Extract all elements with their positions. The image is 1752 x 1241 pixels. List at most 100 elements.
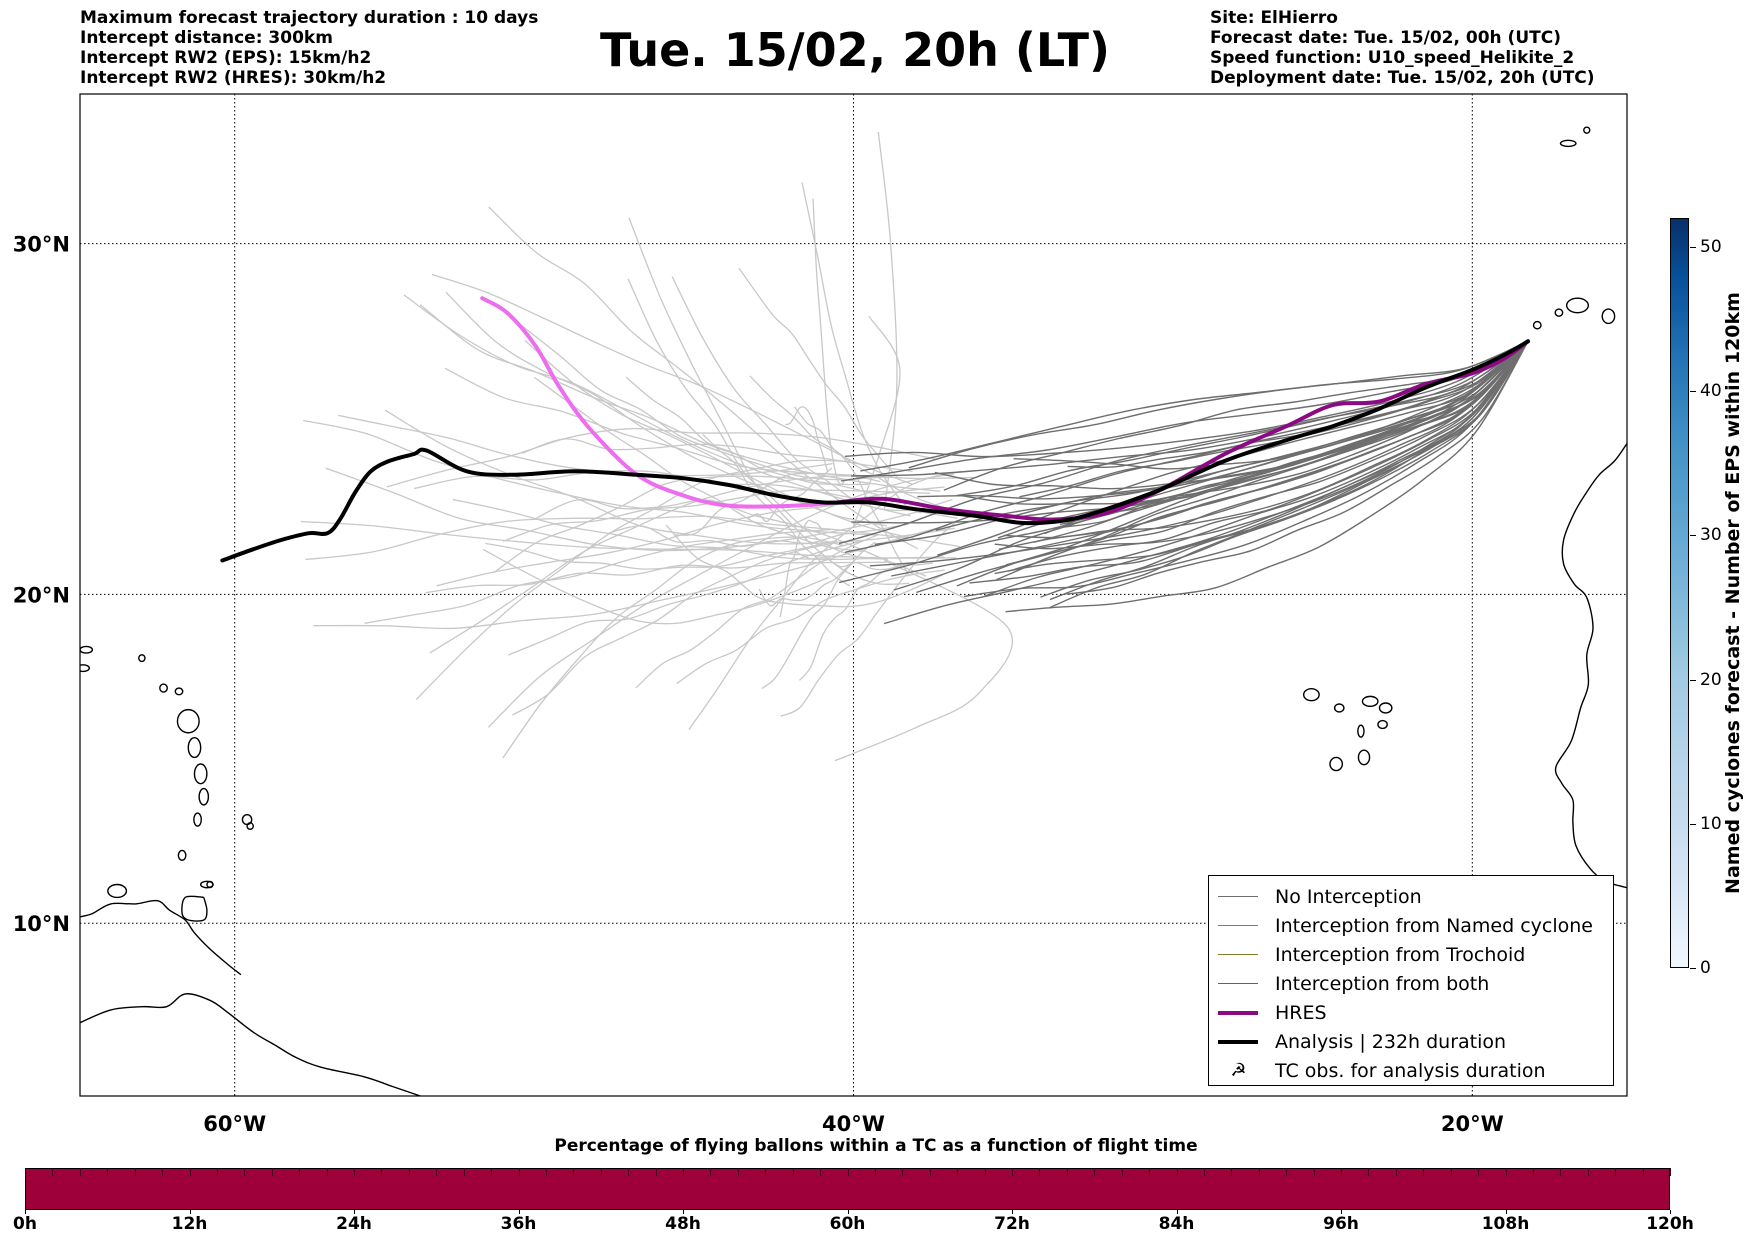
colorbar-division: [436, 1168, 438, 1176]
ensemble-trajectory-late: [738, 267, 898, 478]
island: [107, 883, 128, 899]
island: [246, 822, 254, 831]
island: [1565, 297, 1590, 314]
colorbar-division: [1176, 1168, 1178, 1176]
ensemble-trajectory: [956, 340, 1529, 497]
island: [1329, 756, 1344, 772]
legend-label: HRES: [1275, 1001, 1327, 1024]
flight-time-tick-label: 84h: [1158, 1214, 1195, 1234]
ensemble-trajectory: [934, 340, 1529, 490]
ensemble-trajectory-late: [877, 131, 898, 510]
legend-item-named-cyclone: Interception from Named cyclone: [1209, 911, 1613, 940]
latitude-label: 10°N: [13, 912, 70, 936]
colorbar-division: [134, 1168, 136, 1176]
legend-swatch: [1218, 925, 1258, 926]
legend: No Interception Interception from Named …: [1208, 875, 1614, 1086]
colorbar-division: [216, 1168, 218, 1176]
colorbar-tick: [1690, 968, 1696, 969]
island: [1361, 695, 1379, 708]
colorbar-division: [1560, 1168, 1562, 1176]
colorbar-division: [984, 1168, 986, 1176]
island: [1377, 719, 1388, 730]
ensemble-trajectory-late: [702, 434, 851, 587]
colorbar-division: [1423, 1168, 1425, 1176]
colorbar-tick: [1690, 823, 1696, 825]
ensemble-trajectory: [964, 340, 1529, 598]
ensemble-trajectories-no-interception: [838, 340, 1529, 625]
island: [193, 812, 202, 827]
island: [159, 683, 168, 693]
legend-label: Interception from Trochoid: [1275, 943, 1526, 966]
legend-item-hres: HRES: [1209, 998, 1613, 1027]
analysis-track: [220, 339, 1530, 563]
ensemble-trajectory-late: [635, 534, 879, 689]
colorbar-division: [792, 1168, 794, 1176]
colorbar-tick-label: 50: [1700, 236, 1722, 257]
island: [198, 787, 210, 806]
ensemble-trajectory: [994, 340, 1529, 575]
island: [1302, 688, 1320, 702]
colorbar-division: [1478, 1168, 1480, 1176]
flight-time-tick: [1505, 1210, 1507, 1214]
colorbar-division: [1313, 1168, 1315, 1176]
colorbar-division: [683, 1168, 684, 1176]
flight-time-colorbar-title: Percentage of flying ballons within a TC…: [554, 1136, 1198, 1156]
colorbar-division: [655, 1168, 657, 1176]
colorbar-division: [1532, 1168, 1534, 1176]
colorbar-division: [25, 1168, 26, 1176]
island: [1639, 295, 1664, 309]
flight-time-tick-label: 0h: [13, 1214, 37, 1234]
ensemble-trajectory-late: [780, 522, 956, 717]
longitude-label: 60°W: [203, 1112, 266, 1136]
ensemble-trajectory-late: [512, 541, 838, 716]
colorbar-division: [326, 1168, 328, 1176]
ensemble-trajectory-late: [482, 549, 829, 625]
colorbar-tick: [1690, 246, 1696, 248]
ensemble-trajectory: [1049, 340, 1529, 609]
island: [206, 880, 214, 889]
island: [1357, 724, 1365, 738]
colorbar-division: [1505, 1168, 1507, 1176]
flight-time-tick: [1341, 1210, 1342, 1214]
ensemble-trajectory: [908, 340, 1529, 469]
latitude-label: 20°N: [13, 583, 70, 607]
island: [1532, 320, 1542, 330]
ensemble-trajectory-late: [487, 473, 955, 728]
island: [1554, 308, 1564, 317]
ensemble-trajectory: [1005, 340, 1529, 566]
colorbar-division: [354, 1168, 355, 1176]
colorbar-division: [299, 1168, 301, 1176]
colorbar-tick-label: 30: [1700, 525, 1722, 546]
flight-time-tick: [189, 1210, 191, 1214]
island: [187, 736, 202, 759]
coastline: [80, 899, 242, 976]
island: [176, 708, 200, 734]
colorbar-division: [573, 1168, 575, 1176]
flight-time-tick-label: 120h: [1646, 1214, 1694, 1234]
colorbar-tick-label: 40: [1700, 381, 1722, 402]
site-information: Site: ElHierro Forecast date: Tue. 15/02…: [1210, 8, 1595, 88]
ensemble-trajectory-late: [386, 427, 938, 488]
colorbar-division: [1615, 1168, 1617, 1176]
colorbar-division: [957, 1168, 959, 1176]
colorbar-division: [1094, 1168, 1096, 1176]
colorbar-division: [1039, 1168, 1041, 1176]
colorbar-division: [1395, 1168, 1397, 1176]
ensemble-trajectory-late: [812, 198, 845, 485]
colorbar-division: [1341, 1168, 1342, 1176]
island: [138, 654, 146, 663]
colorbar-division: [1258, 1168, 1260, 1176]
colorbar-division: [847, 1168, 849, 1176]
ensemble-trajectory-late: [852, 315, 901, 527]
island: [80, 664, 90, 673]
legend-item-both: Interception from both: [1209, 969, 1613, 998]
colorbar-division: [545, 1168, 547, 1176]
flight-time-tick-label: 48h: [665, 1214, 701, 1234]
legend-label: Analysis | 232h duration: [1275, 1030, 1507, 1053]
ensemble-trajectory: [851, 340, 1529, 477]
site-line: Forecast date: Tue. 15/02, 00h (UTC): [1210, 28, 1561, 48]
coastlines: [80, 126, 1664, 1096]
colorbar-division: [1642, 1168, 1644, 1176]
colorbar-division: [1670, 1168, 1671, 1176]
colorbar-division: [628, 1168, 630, 1176]
